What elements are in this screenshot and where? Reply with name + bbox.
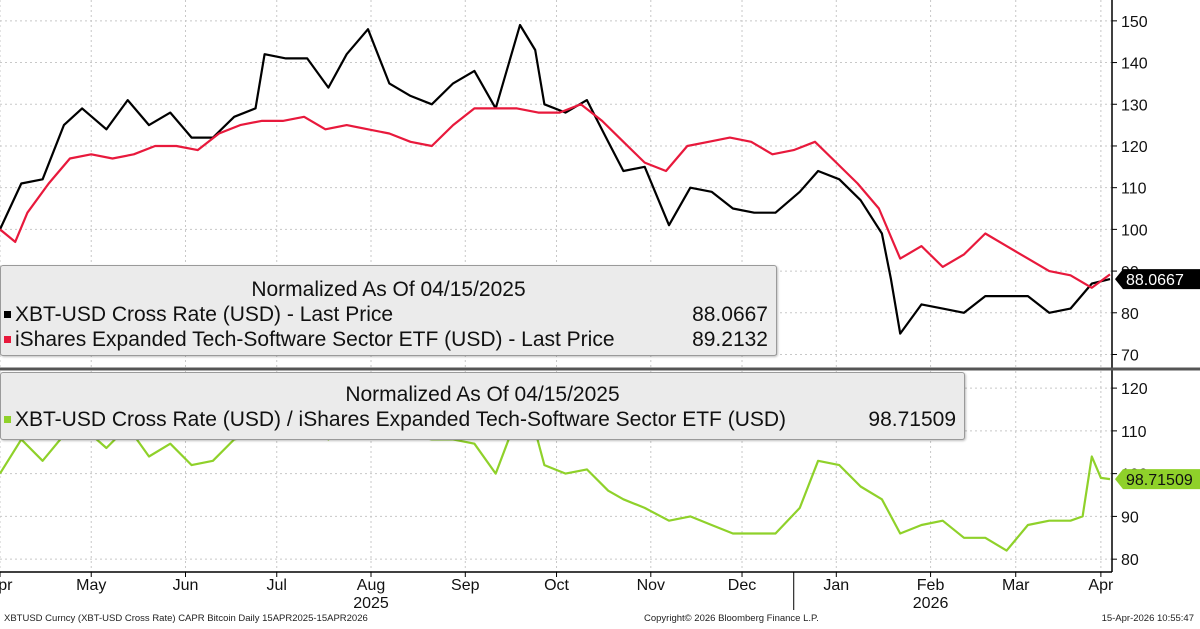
x-tick-label: Dec (728, 577, 756, 594)
last-value-tag (1115, 269, 1200, 290)
y-tick-label: 80 (1121, 552, 1139, 569)
bottom-legend: Normalized As Of 04/15/2025 XBT-USD Cros… (0, 372, 965, 440)
x-tick-label: Jul (267, 577, 287, 594)
y-tick-label: 110 (1121, 424, 1147, 441)
x-tick-label: Sep (451, 577, 480, 594)
last-value-text: 88.0667 (1126, 272, 1184, 289)
x-tick-label: Feb (917, 577, 945, 594)
green-square-icon (4, 416, 11, 423)
y-tick-label: 90 (1121, 509, 1139, 526)
x-tick-label: Jun (173, 577, 199, 594)
series-line-0-1 (0, 103, 1111, 289)
last-value-tag (1115, 469, 1200, 490)
red-square-icon (4, 336, 11, 343)
x-tick-label: May (76, 577, 106, 594)
legend-series-value: 88.0667 (692, 303, 768, 326)
x-year-label: 2025 (353, 595, 389, 612)
top-legend: Normalized As Of 04/15/2025 XBT-USD Cros… (0, 265, 777, 356)
y-tick-label: 70 (1121, 347, 1139, 364)
y-tick-label: 120 (1121, 381, 1148, 398)
top-legend-item-btc: XBT-USD Cross Rate (USD) - Last Price 88… (1, 302, 776, 327)
y-tick-label: 130 (1121, 97, 1148, 114)
top-legend-title: Normalized As Of 04/15/2025 (251, 278, 526, 301)
series-line-1-0 (0, 391, 1111, 552)
legend-series-label: XBT-USD Cross Rate (USD) - Last Price (15, 303, 394, 326)
legend-series-label: XBT-USD Cross Rate (USD) / iShares Expan… (15, 408, 787, 431)
y-tick-label: 120 (1121, 139, 1148, 156)
y-tick-label: 100 (1121, 222, 1148, 239)
black-square-icon (4, 311, 11, 318)
top-panel-series (0, 23, 1111, 335)
last-value-text: 98.71509 (1126, 472, 1193, 489)
footer-source: XBTUSD Curncy (XBT-USD Cross Rate) CAPR … (4, 613, 368, 624)
bottom-panel-series (0, 391, 1111, 552)
x-tick-label: Oct (544, 577, 569, 594)
legend-series-value: 89.2132 (692, 328, 768, 351)
x-tick-label: Jan (823, 577, 849, 594)
y-tick-label: 140 (1121, 56, 1148, 73)
x-tick-label: Apr (0, 577, 13, 594)
axes (0, 0, 1200, 610)
footer-copyright: Copyright© 2026 Bloomberg Finance L.P. (644, 613, 819, 624)
bottom-legend-item-ratio: XBT-USD Cross Rate (USD) / iShares Expan… (1, 407, 964, 432)
top-legend-item-igv: iShares Expanded Tech-Software Sector ET… (1, 327, 776, 352)
x-tick-label: Apr (1088, 577, 1114, 594)
x-tick-label: Mar (1002, 577, 1030, 594)
y-tick-label: 150 (1121, 14, 1148, 31)
x-tick-label: Nov (637, 577, 665, 594)
series-line-0-0 (0, 23, 1111, 335)
footer-timestamp: 15-Apr-2026 10:55:47 (1101, 613, 1194, 624)
last-value-labels: 88.0667 98.71509 (1115, 269, 1200, 489)
x-tick-label: Aug (357, 577, 385, 594)
legend-series-value: 98.71509 (868, 408, 956, 431)
x-year-label: 2026 (913, 595, 949, 612)
tick-labels: 7080901001101201301401508090100110120Apr… (0, 14, 1148, 612)
y-tick-label: 110 (1121, 181, 1147, 198)
y-tick-label: 80 (1121, 306, 1139, 323)
legend-series-label: iShares Expanded Tech-Software Sector ET… (15, 328, 615, 351)
bottom-legend-title: Normalized As Of 04/15/2025 (345, 383, 620, 406)
